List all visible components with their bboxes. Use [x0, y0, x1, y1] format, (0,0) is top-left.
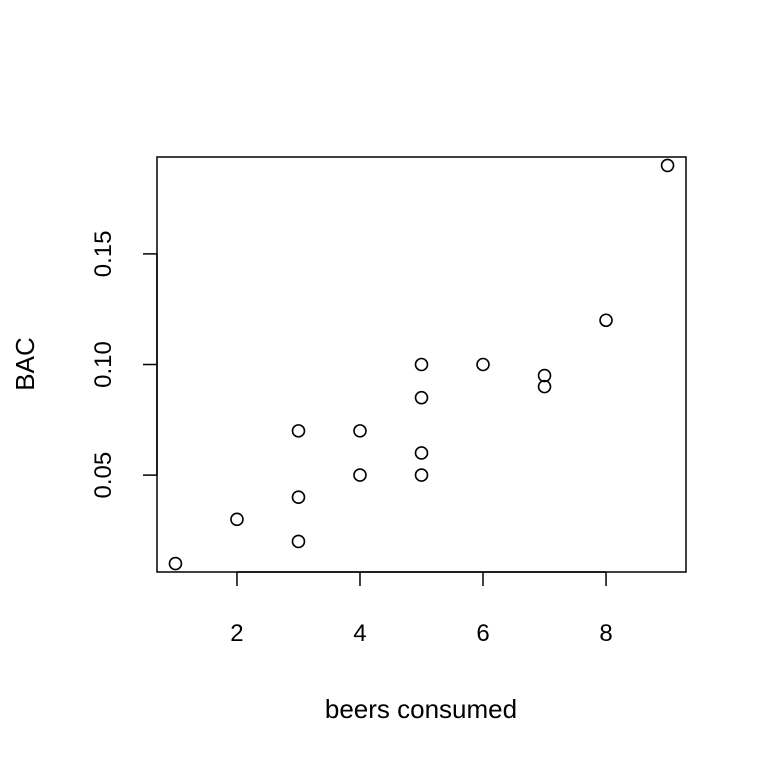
y-tick-label: 0.05	[90, 452, 117, 499]
data-point	[414, 468, 429, 482]
data-point	[353, 468, 367, 482]
data-point	[353, 424, 367, 438]
data-point	[291, 534, 306, 549]
data-point	[476, 357, 490, 372]
data-point	[414, 390, 429, 405]
x-tick-label: 2	[230, 620, 243, 647]
x-axis: 2 4 6 8	[230, 571, 613, 647]
x-tick-label: 4	[353, 620, 366, 647]
data-point	[537, 368, 552, 383]
x-tick-label: 6	[476, 620, 489, 647]
data-point	[291, 424, 306, 438]
y-tick-label: 0.10	[90, 341, 117, 388]
data-point	[599, 313, 613, 328]
data-points	[168, 158, 675, 571]
data-point	[414, 357, 429, 372]
y-axis: 0.05 0.10 0.15	[90, 231, 158, 499]
x-tick-label: 8	[599, 620, 612, 647]
y-tick-label: 0.15	[90, 231, 117, 278]
data-point	[414, 446, 429, 460]
plot-frame	[156, 156, 687, 573]
y-axis-title: BAC	[10, 337, 40, 390]
data-point	[660, 158, 675, 173]
data-point	[291, 490, 306, 505]
x-axis-title: beers consumed	[325, 694, 517, 724]
data-point	[230, 512, 244, 527]
data-point	[537, 379, 552, 394]
data-point	[168, 556, 183, 571]
